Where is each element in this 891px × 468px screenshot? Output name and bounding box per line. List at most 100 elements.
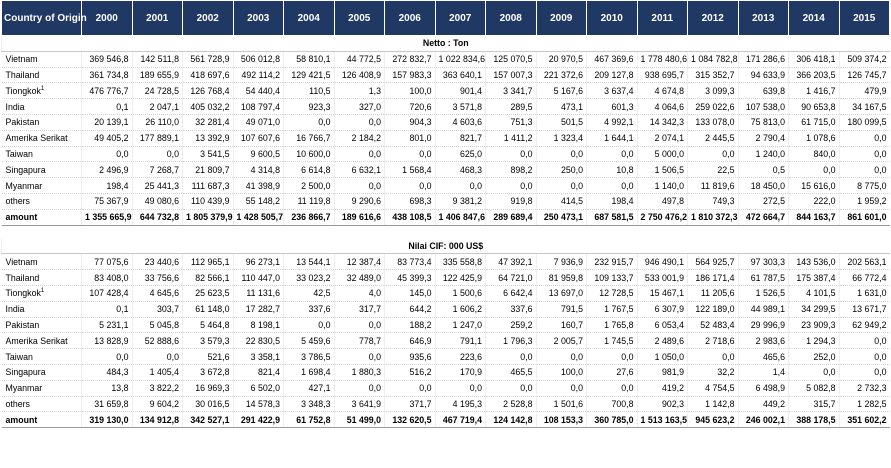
- value-cell: 479,9: [838, 82, 890, 100]
- value-cell: 337,6: [283, 301, 334, 318]
- value-cell: 3 541,5: [182, 146, 233, 163]
- value-cell: 4 674,8: [636, 82, 688, 100]
- country-name: Tiongkok: [5, 288, 41, 299]
- value-cell: 11 131,6: [232, 285, 284, 302]
- year-header: 2010: [586, 0, 638, 36]
- value-cell: 7 936,9: [535, 253, 587, 271]
- value-cell: 0,0: [485, 380, 536, 397]
- value-cell: 25 623,5: [182, 285, 233, 302]
- value-cell: 12 728,5: [586, 285, 637, 302]
- value-cell: 111 687,3: [182, 177, 233, 194]
- value-cell: 157 983,3: [384, 67, 435, 84]
- value-cell: 61 148,0: [182, 301, 233, 318]
- country-cell: Tiongkok1: [1, 82, 82, 100]
- value-cell: 1 644,1: [586, 130, 637, 147]
- value-cell: 0,0: [535, 380, 587, 397]
- value-cell: 272 832,7: [384, 51, 435, 68]
- value-cell: 64 721,0: [485, 269, 536, 286]
- total-value-cell: 1 810 372,3: [687, 209, 738, 226]
- value-cell: 601,3: [586, 98, 637, 115]
- year-header: 2015: [838, 0, 890, 36]
- value-cell: 0,0: [333, 177, 385, 194]
- value-cell: 0,0: [586, 146, 637, 163]
- value-cell: 1 568,4: [384, 161, 435, 179]
- value-cell: 484,3: [81, 364, 132, 381]
- value-cell: 100,0: [384, 82, 435, 100]
- value-cell: 171 286,6: [737, 51, 789, 68]
- value-cell: 11 119,8: [283, 193, 334, 210]
- value-cell: 1 411,2: [485, 130, 536, 147]
- value-cell: 1,3: [333, 82, 385, 100]
- value-cell: 2 732,3: [838, 380, 890, 397]
- total-value-cell: 1 805 379,9: [182, 209, 233, 226]
- value-cell: 6 307,9: [636, 301, 688, 318]
- table-row: Thailand 83 408,0 33 756,6 82 566,1 110 447,…: [1, 269, 890, 286]
- value-cell: 468,3: [434, 161, 486, 179]
- value-cell: 0,0: [131, 146, 183, 163]
- header-row: Country of Origin 2000 2001 2002 2003 2004 20…: [1, 0, 890, 36]
- value-cell: 42,5: [283, 285, 334, 302]
- value-cell: 904,3: [384, 114, 435, 131]
- value-cell: 252,0: [788, 348, 839, 365]
- value-cell: 126 408,9: [333, 67, 385, 84]
- value-cell: 112 965,1: [182, 253, 233, 271]
- value-cell: 49 071,0: [232, 114, 284, 131]
- table-row: Pakistan 5 231,1 5 045,8 5 464,8 8 198,1 0,0 0…: [1, 317, 890, 334]
- value-cell: 3 822,2: [131, 380, 183, 397]
- value-cell: 11 205,6: [687, 285, 738, 302]
- value-cell: 11 819,6: [687, 177, 738, 194]
- total-value-cell: 236 866,7: [283, 209, 334, 226]
- value-cell: 4 754,5: [687, 380, 738, 397]
- value-cell: 449,2: [737, 396, 789, 413]
- value-cell: 2 790,4: [737, 130, 789, 147]
- value-cell: 1 282,5: [838, 396, 890, 413]
- value-cell: 62 949,2: [838, 317, 890, 334]
- value-cell: 1 078,6: [788, 130, 839, 147]
- country-cell: Amerika Serikat: [1, 130, 82, 147]
- value-cell: 32 281,4: [182, 114, 233, 131]
- country-name: Taiwan: [5, 351, 33, 362]
- total-value-cell: 51 499,0: [333, 411, 385, 429]
- value-cell: 561 728,9: [182, 51, 233, 68]
- value-cell: 0,0: [535, 146, 587, 163]
- value-cell: 188,2: [384, 317, 435, 334]
- total-value-cell: 687 581,5: [586, 209, 637, 226]
- table-row: Amerika Serikat 13 828,9 52 888,6 3 579,3 22…: [1, 332, 890, 350]
- value-cell: 66 772,4: [838, 269, 890, 286]
- footnote-marker: 1: [40, 288, 45, 295]
- value-cell: 0,0: [535, 177, 587, 194]
- value-cell: 1 405,4: [131, 364, 183, 381]
- value-cell: 34 167,5: [838, 98, 890, 115]
- value-cell: 107 538,0: [737, 98, 789, 115]
- table-row: Tiongkok1 107 428,4 4 645,6 25 623,5 11 131,…: [1, 285, 890, 302]
- value-cell: 419,2: [636, 380, 688, 397]
- country-column-header: Country of Origin: [1, 0, 87, 36]
- value-cell: 232 915,7: [586, 253, 637, 271]
- value-cell: 55 148,2: [232, 193, 284, 210]
- value-cell: 564 925,7: [687, 253, 738, 271]
- total-label: amount: [1, 209, 82, 226]
- value-cell: 2 489,6: [636, 332, 688, 350]
- footnote-marker: 1: [40, 85, 45, 92]
- value-cell: 0,0: [838, 348, 890, 365]
- total-value-cell: 342 527,1: [182, 411, 233, 429]
- value-cell: 32 489,0: [333, 269, 385, 286]
- value-cell: 1 294,3: [788, 332, 839, 350]
- country-name: Thailand: [5, 69, 40, 80]
- value-cell: 337,6: [485, 301, 536, 318]
- value-cell: 96 273,1: [232, 253, 284, 271]
- total-label: amount: [1, 411, 82, 429]
- value-cell: 1 959,2: [838, 193, 890, 210]
- value-cell: 109 133,7: [586, 269, 637, 286]
- value-cell: 2 445,5: [687, 130, 738, 147]
- value-cell: 221 372,6: [535, 67, 587, 84]
- value-cell: 1 142,8: [687, 396, 738, 413]
- country-cell: Myanmar: [1, 380, 82, 397]
- value-cell: 13 671,7: [838, 301, 890, 318]
- country-name: Pakistan: [5, 319, 40, 330]
- country-name: Taiwan: [5, 148, 33, 159]
- value-cell: 44 989,1: [737, 301, 789, 318]
- value-cell: 6 614,8: [283, 161, 334, 179]
- country-cell: Vietnam: [1, 253, 82, 271]
- country-cell: Taiwan: [1, 146, 82, 163]
